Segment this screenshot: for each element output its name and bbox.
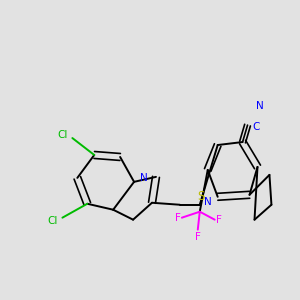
Text: N: N: [140, 173, 148, 183]
Text: F: F: [216, 215, 222, 225]
Text: N: N: [256, 101, 263, 111]
Text: C: C: [253, 122, 260, 132]
Text: Cl: Cl: [57, 130, 68, 140]
Text: F: F: [175, 213, 181, 223]
Text: Cl: Cl: [47, 216, 57, 226]
Text: S: S: [197, 190, 205, 203]
Text: F: F: [195, 232, 201, 242]
Text: N: N: [204, 197, 212, 207]
